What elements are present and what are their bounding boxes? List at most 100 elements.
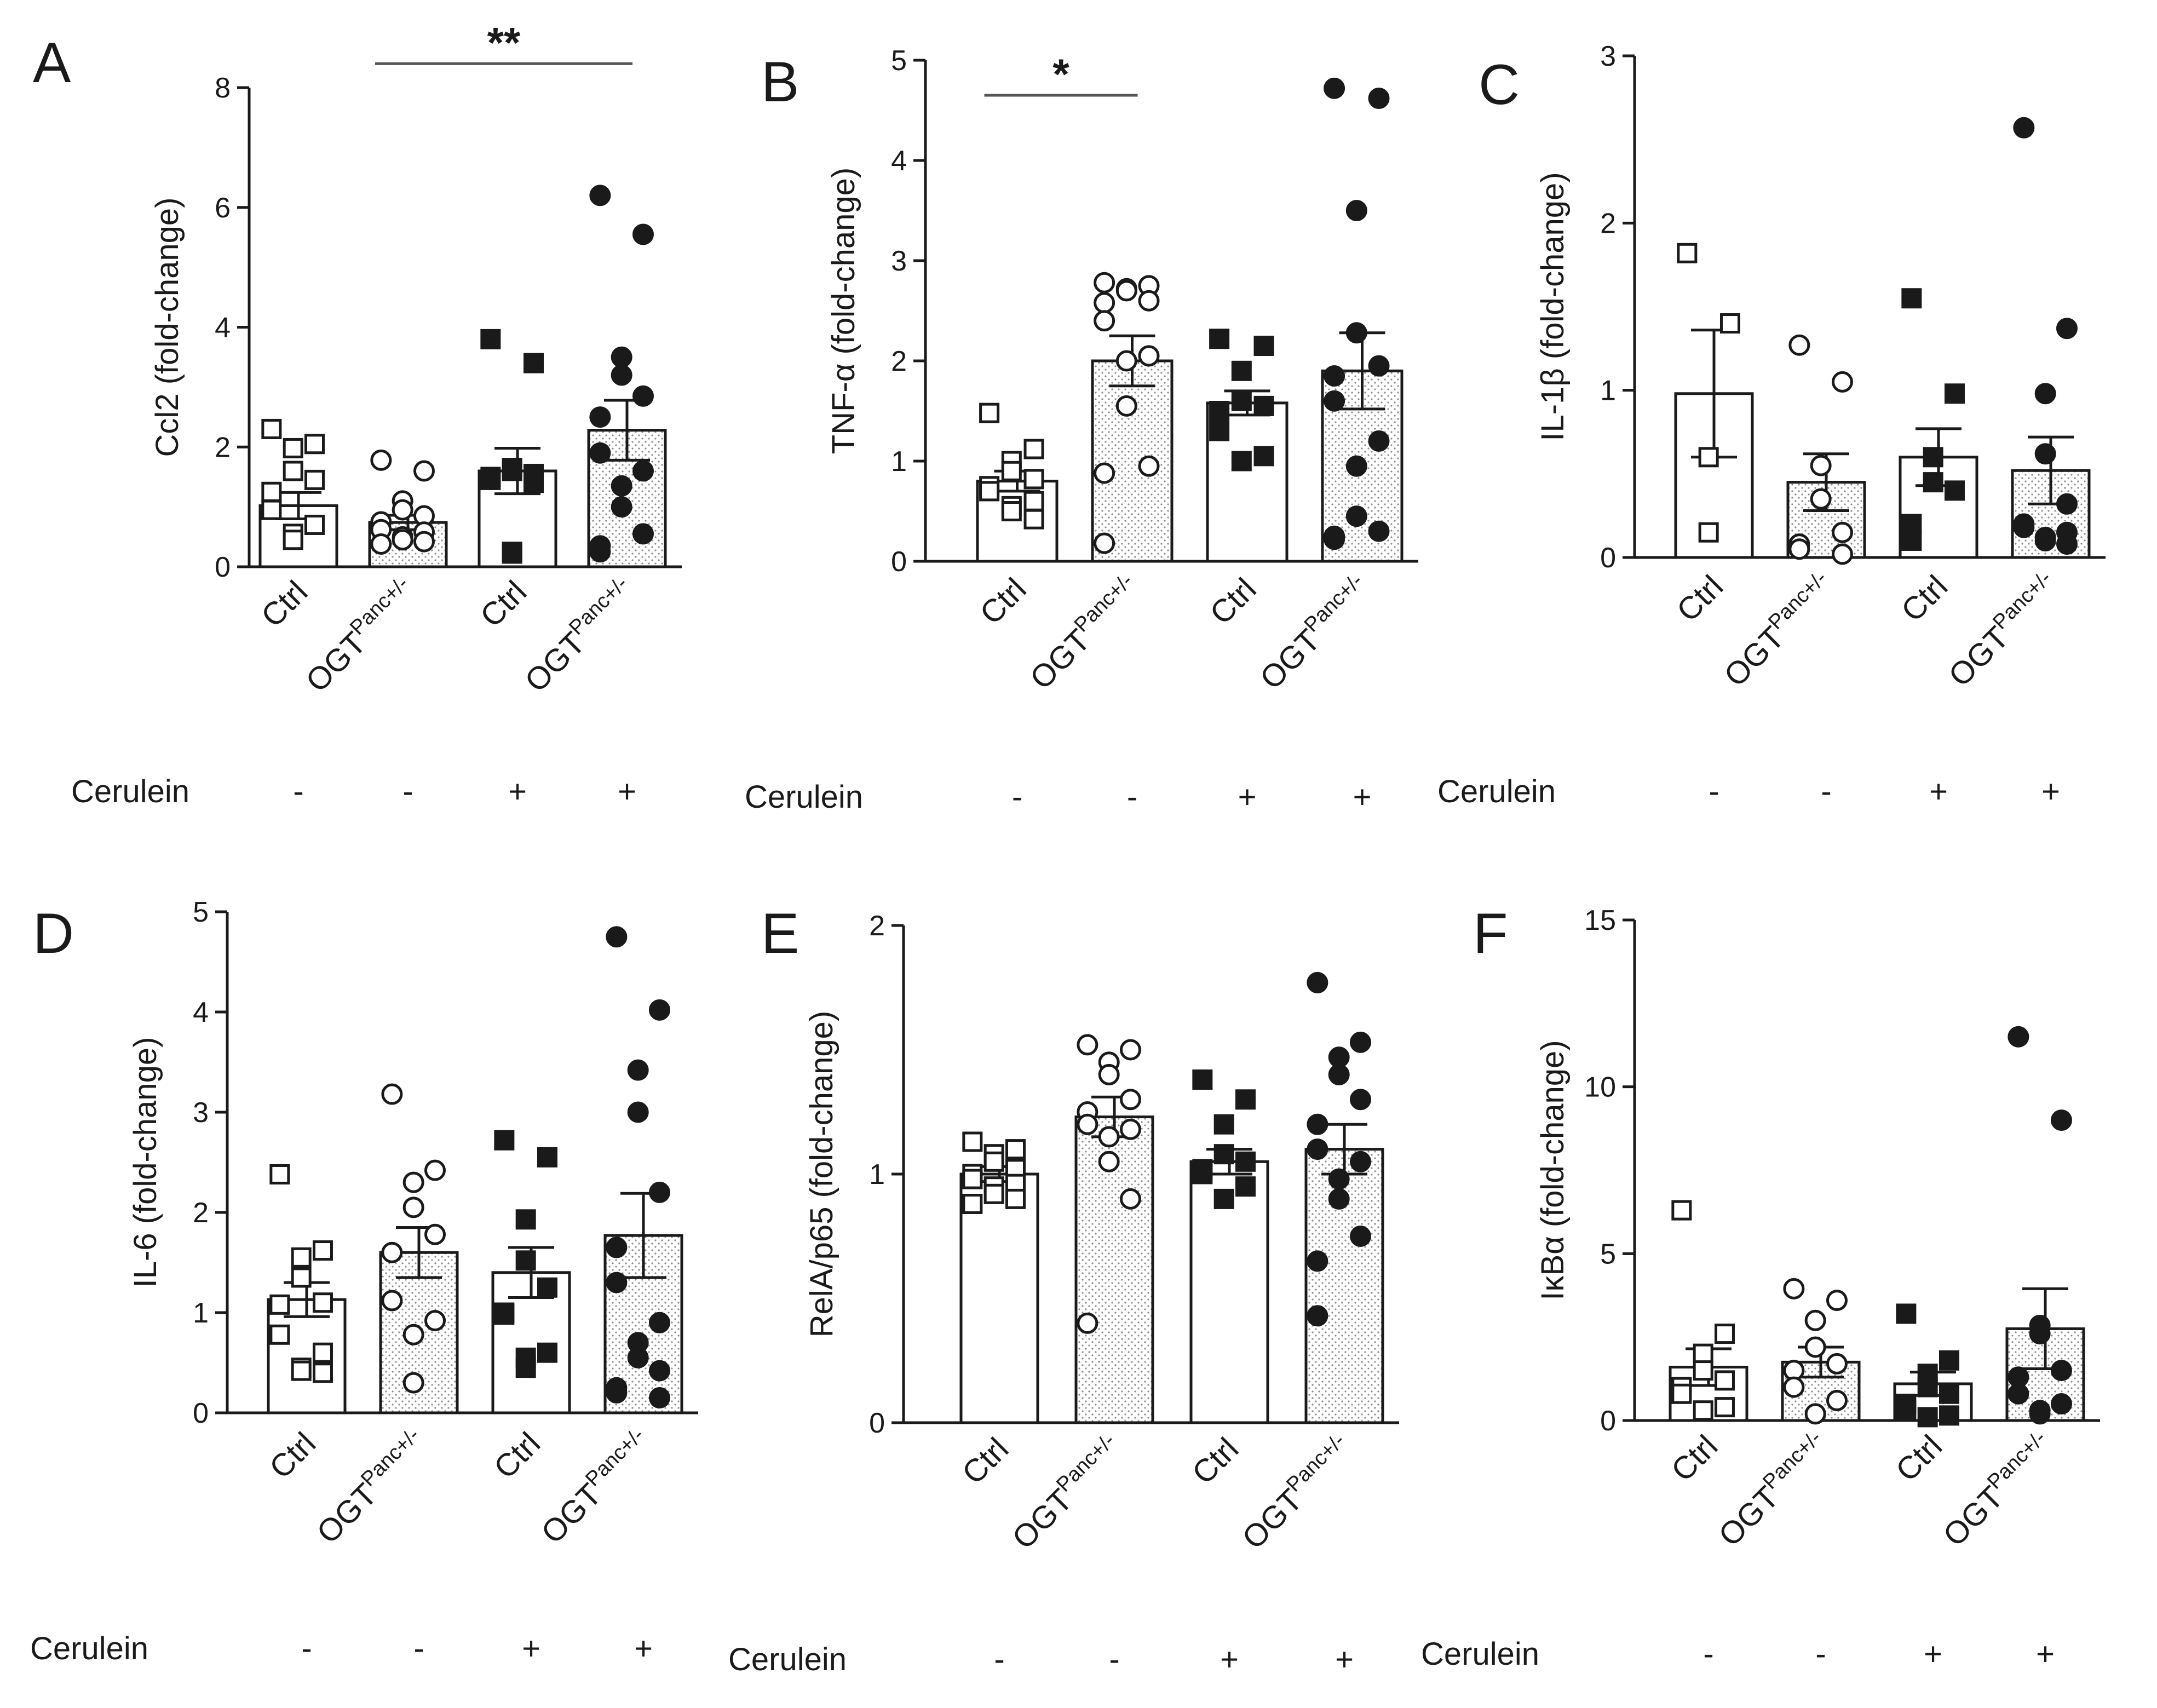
- data-point: [480, 329, 501, 349]
- data-point: [312, 1342, 333, 1363]
- data-point: [1001, 501, 1022, 521]
- data-point: [1328, 1063, 1350, 1085]
- y-tick-label: 2: [1600, 208, 1616, 239]
- y-tick-label: 3: [193, 1097, 209, 1129]
- data-point: [1209, 401, 1230, 421]
- data-point: [515, 1209, 536, 1230]
- x-category-superscript: Panc+/-: [1300, 570, 1367, 637]
- data-point: [1119, 1188, 1141, 1210]
- data-point: [1831, 543, 1853, 565]
- data-point: [1324, 390, 1345, 412]
- y-tick-label: 3: [891, 245, 907, 277]
- y-tick-label: 8: [215, 72, 231, 104]
- data-point: [1077, 1113, 1098, 1135]
- data-point: [1231, 390, 1252, 411]
- cerulein-label: Cerulein: [745, 779, 863, 815]
- x-category-name: Ctrl: [262, 1425, 323, 1486]
- x-category-label: OGTPanc+/-: [1021, 570, 1148, 697]
- data-point: [983, 1151, 1004, 1172]
- data-point: [1677, 243, 1698, 263]
- data-point: [1119, 1118, 1141, 1140]
- data-point: [1714, 1370, 1735, 1391]
- data-point: [1826, 1353, 1848, 1375]
- data-point: [589, 541, 611, 563]
- data-point: [611, 496, 632, 518]
- data-point: [1307, 1305, 1328, 1327]
- data-point: [589, 442, 611, 464]
- x-category-name: Ctrl: [955, 1431, 1015, 1491]
- data-point: [2050, 1109, 2072, 1131]
- data-point: [381, 1290, 403, 1312]
- cerulein-sign: +: [1238, 779, 1257, 815]
- x-category-superscript: Panc+/-: [1983, 1427, 2050, 1494]
- data-point: [2034, 443, 2056, 465]
- data-point: [312, 1240, 333, 1261]
- panel-letter: B: [761, 50, 799, 114]
- x-category-label: Ctrl: [973, 571, 1033, 631]
- x-category-name: Ctrl: [1670, 568, 1730, 629]
- data-point: [1826, 1389, 1848, 1411]
- panel-C: C IL-1β (fold-change) 0 1 2 3 Ctrl - OGTPanc+/- -…: [1437, 41, 2106, 809]
- panel-A: A Ccl2 (fold-change) 0 2 4 6 8 Ctrl - OGTPanc+/- -…: [33, 18, 682, 809]
- data-point: [648, 1312, 670, 1333]
- y-axis-label: TNF-α (fold-change): [826, 168, 861, 454]
- data-point: [1831, 371, 1853, 393]
- data-point: [1719, 313, 1740, 334]
- data-point: [2034, 383, 2056, 405]
- data-point: [1714, 1397, 1735, 1418]
- data-point: [1917, 1377, 1938, 1398]
- data-point: [1714, 1324, 1735, 1344]
- x-category-superscript: Panc+/-: [1988, 567, 2056, 634]
- data-point: [480, 469, 501, 490]
- cerulein-label: Cerulein: [728, 1642, 847, 1677]
- data-point: [2034, 530, 2056, 551]
- panel-F: F IκBα (fold-change) 0 5 10 15 Ctrl - OGTPanc+/-…: [1421, 902, 2100, 1672]
- data-point: [424, 1159, 446, 1181]
- data-point: [1693, 1400, 1713, 1421]
- data-point: [1693, 1360, 1713, 1381]
- data-point: [304, 469, 325, 490]
- data-point: [648, 999, 670, 1021]
- data-point: [1138, 290, 1160, 312]
- data-point: [269, 1164, 290, 1184]
- data-point: [1077, 1312, 1098, 1334]
- data-point: [1138, 345, 1160, 367]
- data-point: [537, 1147, 557, 1168]
- cerulein-sign: +: [1220, 1642, 1239, 1677]
- data-point: [2056, 533, 2078, 555]
- data-point: [1671, 1383, 1692, 1404]
- data-point: [312, 1292, 333, 1313]
- data-point: [1328, 1188, 1350, 1210]
- y-tick-label: 0: [1600, 542, 1616, 574]
- data-point: [1368, 88, 1390, 110]
- data-point: [648, 1181, 670, 1203]
- cerulein-label: Cerulein: [30, 1631, 148, 1666]
- x-category-label: Ctrl: [262, 1425, 323, 1486]
- data-point: [1923, 447, 1943, 468]
- data-point: [1939, 1350, 1959, 1371]
- y-tick-label: 0: [869, 1407, 885, 1439]
- data-point: [1253, 336, 1274, 356]
- data-point: [962, 1131, 983, 1152]
- data-point: [424, 1310, 446, 1332]
- data-point: [304, 434, 325, 455]
- y-axis-label: IκBα (fold-change): [1535, 1040, 1571, 1300]
- data-point: [2050, 1393, 2072, 1415]
- x-category-superscript: Panc+/-: [356, 1424, 424, 1491]
- x-category-superscript: Panc+/-: [1758, 1427, 1826, 1494]
- x-category-label: OGTPanc+/-: [308, 1424, 435, 1551]
- data-point: [1901, 514, 1922, 534]
- data-point: [402, 1324, 424, 1345]
- data-point: [261, 418, 282, 439]
- data-point: [312, 1362, 333, 1383]
- data-point: [1698, 522, 1719, 543]
- data-point: [1671, 1200, 1692, 1221]
- x-category-name: Ctrl: [1664, 1428, 1724, 1488]
- x-category-superscript: Panc+/-: [346, 572, 413, 640]
- x-category-superscript: Panc+/-: [581, 1424, 648, 1491]
- x-category-name: Ctrl: [973, 571, 1033, 631]
- x-category-label: Ctrl: [955, 1431, 1015, 1491]
- data-point: [402, 1372, 424, 1394]
- data-point: [1804, 1403, 1826, 1425]
